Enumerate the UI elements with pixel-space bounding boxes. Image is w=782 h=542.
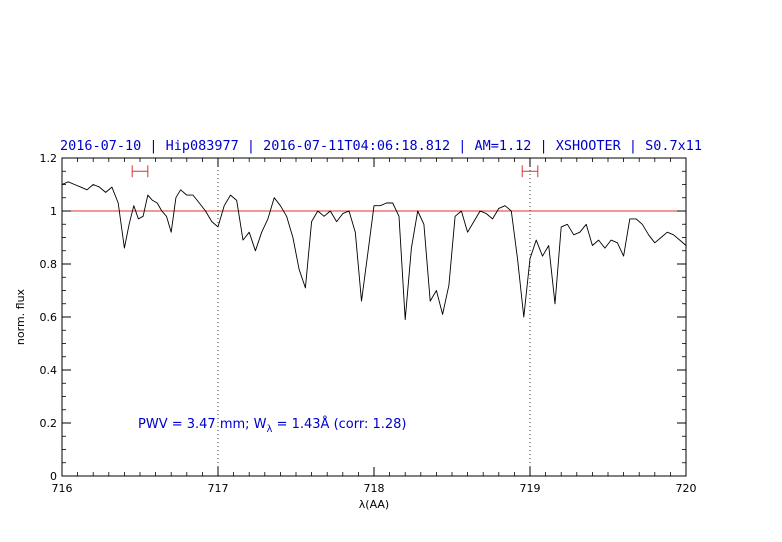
y-tick-label: 0.6 — [40, 311, 58, 324]
y-tick-label: 1 — [50, 205, 57, 218]
x-axis-label: λ(AA) — [359, 498, 389, 511]
interval-markers — [131, 165, 539, 178]
y-tick-label: 0.4 — [40, 364, 58, 377]
x-tick-label: 719 — [520, 482, 541, 495]
y-tick-label: 0.8 — [40, 258, 58, 271]
annotation-prefix: PWV = 3.47 mm; W — [138, 417, 267, 432]
x-tick-label: 716 — [52, 482, 73, 495]
y-tick-label: 0 — [50, 470, 57, 483]
spectrum-line — [61, 181, 687, 321]
annotation-suffix: = 1.43Å (corr: 1.28) — [272, 416, 406, 432]
annotation-subscript: λ — [267, 424, 273, 435]
x-tick-label: 720 — [676, 482, 697, 495]
x-tick-label: 717 — [208, 482, 229, 495]
pwv-annotation: PWV = 3.47 mm; Wλ = 1.43Å (corr: 1.28) — [138, 416, 407, 435]
y-axis-label: norm. flux — [14, 288, 27, 345]
y-tick-label: 0.2 — [40, 417, 58, 430]
axis-ticks: 716 717 718 719 720 0 0.2 0.4 0.6 0.8 1 1.2 — [40, 152, 697, 495]
series-layer — [61, 181, 687, 321]
x-tick-label: 718 — [364, 482, 385, 495]
chart-title: 2016-07-10 | Hip083977 | 2016-07-11T04:0… — [60, 138, 702, 154]
y-tick-label: 1.2 — [40, 152, 58, 165]
